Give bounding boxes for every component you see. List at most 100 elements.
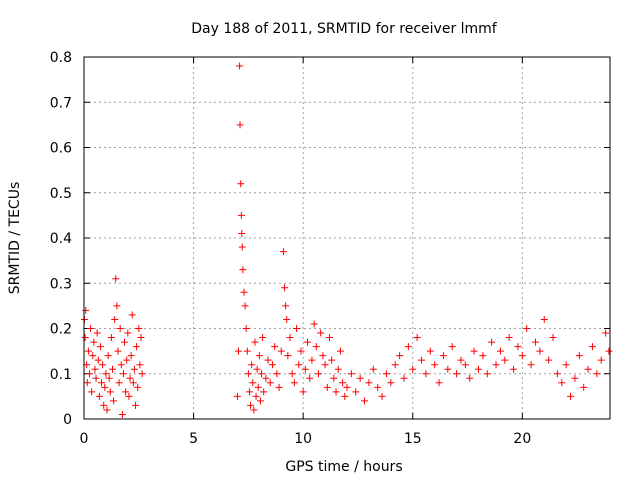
data-point [95,392,103,400]
data-point [396,352,404,360]
data-point [134,383,142,391]
x-tick-label: 15 [404,431,422,447]
data-point [115,379,123,387]
data-point [98,379,106,387]
data-point [118,410,126,418]
data-point [461,361,469,369]
data-point [374,383,382,391]
data-point [558,379,566,387]
data-point [277,347,285,355]
data-point [439,352,447,360]
data-point [282,302,290,310]
data-point [448,343,456,351]
data-point [104,352,112,360]
data-point [475,365,482,373]
data-point [254,383,262,391]
data-point [112,275,120,283]
data-point [382,370,390,378]
y-tick-label: 0.4 [50,231,72,247]
data-point [240,288,248,296]
data-point [293,325,301,332]
data-point [339,379,347,387]
data-point [317,329,325,337]
data-point [247,401,255,409]
data-point [369,365,377,373]
data-point [251,338,259,346]
data-point [567,392,575,400]
data-point [571,374,579,382]
data-point [328,356,336,364]
data-point [121,338,129,346]
data-point [391,361,399,369]
data-point [580,383,588,391]
data-point [136,361,144,369]
x-tick-label: 10 [294,431,312,447]
data-point [119,370,127,378]
data-point [310,320,318,328]
data-point [91,365,99,373]
data-point [83,379,91,387]
data-point [108,365,116,373]
data-point [241,302,249,310]
x-tick-label: 0 [80,431,89,447]
data-point [466,374,474,382]
data-point [501,356,509,364]
data-point [122,388,130,396]
data-point [236,62,244,70]
data-point [102,370,110,378]
data-point [426,347,434,355]
data-point [129,379,137,387]
data-point [312,343,320,351]
y-tick-label: 0.7 [50,95,72,111]
y-tick-label: 0.2 [50,322,72,338]
data-point [295,361,303,369]
data-point [236,121,244,129]
data-point [286,334,294,342]
data-point [575,352,583,360]
data-point [527,361,535,369]
data-point [387,379,395,387]
data-point [597,356,605,364]
data-point [84,347,92,355]
data-point [260,388,268,396]
data-point [275,383,283,391]
data-point [588,343,596,351]
data-point [336,347,344,355]
data-point [101,383,109,391]
data-point [540,315,548,323]
data-point [301,365,309,373]
chart-title: Day 188 of 2011, SRMTID for receiver lmm… [191,21,498,37]
data-point [111,315,119,323]
data-point [237,180,245,188]
data-point [81,334,89,342]
data-point [343,383,351,391]
data-point [252,392,260,400]
data-point [82,306,90,314]
data-point [418,356,426,364]
data-point [105,374,113,382]
data-point [126,374,134,382]
data-point [562,361,570,369]
data-point [283,315,291,323]
data-point [130,365,138,373]
data-point [137,334,145,342]
data-point [116,325,124,332]
data-point [514,343,522,351]
data-point [347,370,355,378]
data-point [123,356,131,364]
data-point [288,370,296,378]
data-point [127,352,135,360]
data-point [319,352,327,360]
data-point [103,406,111,414]
data-point [238,243,246,251]
data-point [304,338,312,346]
data-point [113,302,121,310]
data-point [85,370,93,378]
data-point [330,374,338,382]
data-point [258,370,266,378]
data-point [242,325,250,332]
data-point [256,397,264,405]
data-point [239,266,247,274]
data-point [308,356,316,364]
